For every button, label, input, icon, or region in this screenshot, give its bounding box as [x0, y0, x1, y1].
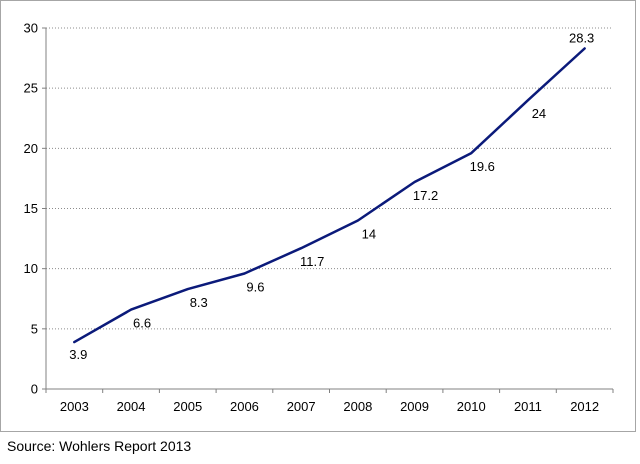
data-labels: 3.9 6.6 8.3 9.6 11.7 14 17.2 19.6 24 28.3 [69, 30, 594, 362]
series-line [73, 47, 586, 344]
chart-frame: 0 5 10 15 20 25 30 2003 2004 2005 2006 2007 2008 200… [0, 0, 636, 432]
x-tick-label: 2006 [230, 399, 259, 414]
x-tick-label: 2011 [514, 399, 542, 414]
data-label: 17.2 [413, 188, 438, 203]
axes [42, 27, 614, 393]
x-tick-label: 2005 [173, 399, 202, 414]
series-layer [73, 47, 586, 344]
x-tick-label: 2003 [60, 399, 89, 414]
data-label: 11.7 [300, 254, 324, 269]
x-tick-label: 2012 [570, 399, 599, 414]
x-tick-label: 2010 [457, 399, 486, 414]
y-tick-label: 5 [31, 321, 38, 336]
y-tick-label: 0 [31, 382, 38, 397]
data-label: 24 [532, 106, 546, 121]
y-tick-label: 15 [24, 201, 38, 216]
x-tick-labels: 2003 2004 2005 2006 2007 2008 2009 2010 2011 2012 [60, 399, 599, 414]
x-tick-label: 2004 [117, 399, 146, 414]
x-tick-label: 2009 [400, 399, 429, 414]
y-tick-label: 10 [24, 261, 38, 276]
x-tick-label: 2007 [287, 399, 316, 414]
data-label: 14 [362, 227, 376, 242]
gridlines [46, 27, 613, 330]
y-tick-labels: 0 5 10 15 20 25 30 [24, 21, 38, 397]
y-tick-label: 30 [24, 21, 38, 36]
data-label: 3.9 [69, 347, 87, 362]
data-label: 19.6 [470, 159, 495, 174]
source-note: Source: Wohlers Report 2013 [7, 438, 192, 454]
y-tick-label: 20 [24, 141, 38, 156]
data-label: 9.6 [246, 279, 264, 294]
x-tick-label: 2008 [343, 399, 372, 414]
data-label: 28.3 [569, 30, 594, 45]
data-label: 6.6 [133, 316, 151, 331]
y-tick-label: 25 [24, 81, 38, 96]
data-label: 8.3 [190, 295, 208, 310]
